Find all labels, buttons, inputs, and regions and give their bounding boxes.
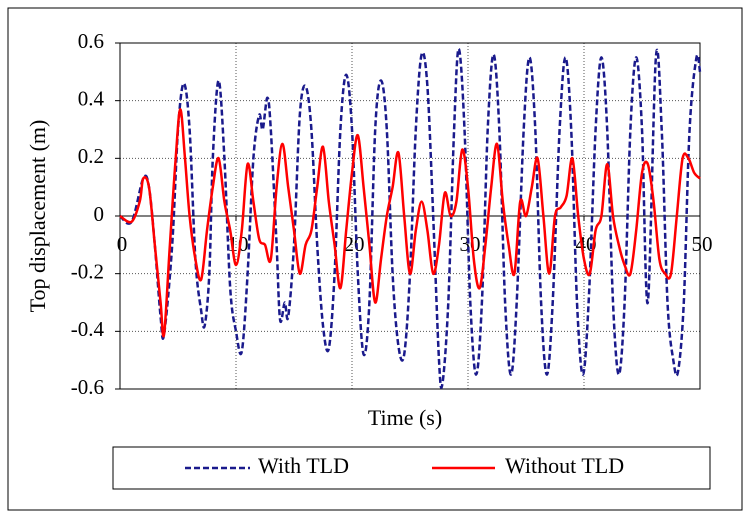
y-axis-label: Top displacement (m): [25, 120, 50, 313]
y-tick-label: -0.4: [71, 317, 105, 341]
frame: [7, 7, 743, 511]
data-line: [119, 108, 701, 338]
legend-label: With TLD: [258, 453, 349, 478]
y-tick-label: -0.2: [71, 259, 104, 283]
x-tick-label: 30: [460, 232, 481, 256]
y-tick-label: 0: [94, 202, 105, 226]
y-tick-label: 0.6: [78, 29, 104, 53]
x-tick-label: 20: [344, 232, 365, 256]
y-tick-label: 0.4: [78, 86, 105, 110]
legend-label: Without TLD: [505, 453, 624, 478]
data-line: [119, 47, 702, 389]
x-tick-label: 0: [117, 232, 128, 256]
y-tick-label: 0.2: [78, 144, 104, 168]
x-axis-label: Time (s): [368, 405, 442, 430]
y-tick-label: -0.6: [71, 375, 104, 399]
x-tick-label: 50: [692, 232, 713, 256]
